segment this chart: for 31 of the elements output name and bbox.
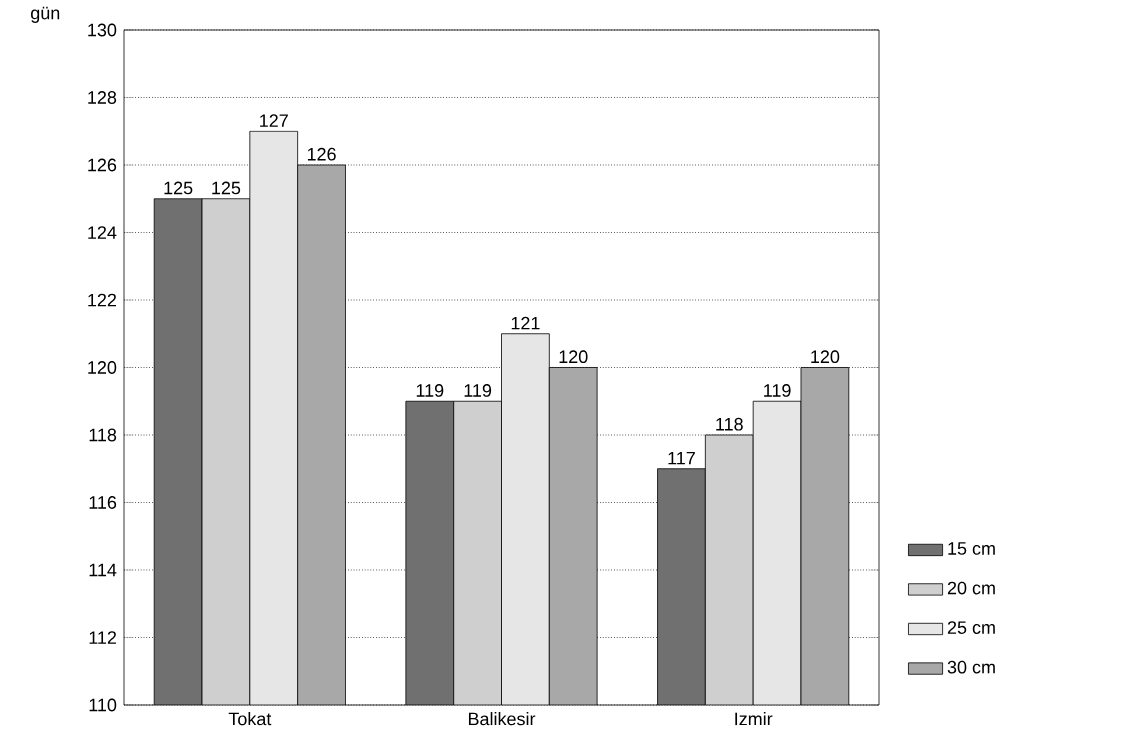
y-tick-label: 116	[89, 496, 117, 509]
legend-label: 15 cm	[948, 542, 995, 555]
data-label: 120	[811, 350, 840, 364]
x-tick-label: Balikesir	[468, 712, 536, 726]
data-label: 125	[164, 181, 193, 195]
data-label: 121	[511, 316, 540, 330]
data-label: 119	[416, 384, 444, 397]
y-axis-title: gün	[31, 6, 60, 23]
y-tick-label: 112	[89, 631, 117, 644]
data-label: 120	[559, 350, 588, 364]
y-tick-label: 118	[89, 428, 117, 442]
data-label: 127	[260, 114, 288, 127]
data-label: 126	[307, 147, 336, 161]
y-tick-label: 122	[88, 293, 117, 307]
data-label: 118	[716, 417, 743, 431]
x-tick-label: Izmir	[735, 712, 773, 726]
data-label: 117	[668, 451, 695, 465]
data-label: 125	[212, 181, 241, 195]
data-label: 119	[464, 384, 492, 397]
legend-label: 25 cm	[947, 621, 995, 634]
y-tick-label: 120	[88, 361, 117, 374]
y-tick-label: 110	[89, 698, 117, 712]
legend-label: 20 cm	[947, 581, 995, 595]
y-tick-label: 114	[89, 563, 117, 577]
y-tick-label: 130	[88, 23, 117, 37]
y-tick-label: 128	[88, 91, 117, 104]
y-tick-label: 124	[88, 226, 117, 239]
x-tick-label: Tokat	[228, 712, 272, 726]
legend-label: 30 cm	[947, 660, 995, 674]
data-label: 119	[764, 384, 791, 397]
y-tick-label: 126	[88, 158, 117, 172]
